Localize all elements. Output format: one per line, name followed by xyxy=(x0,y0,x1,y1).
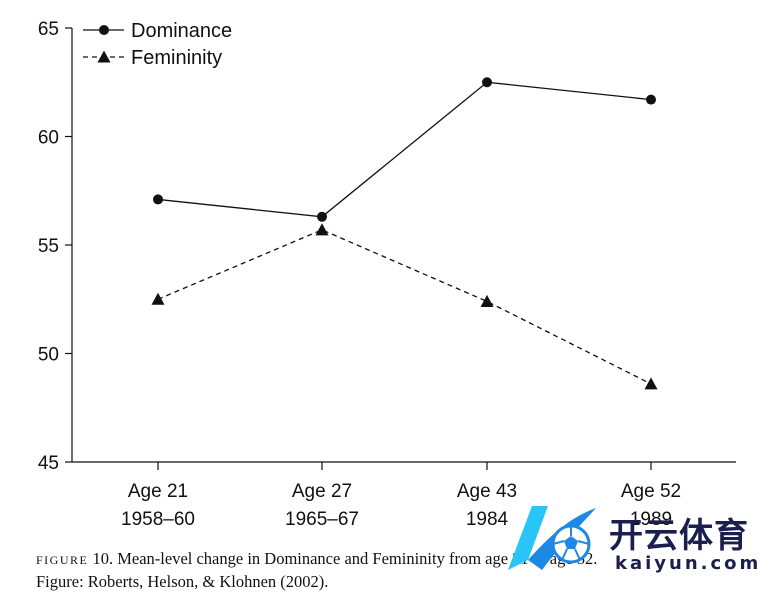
watermark-k-ball-icon xyxy=(508,506,596,570)
dominance-point xyxy=(317,211,327,222)
figure-caption: figure 10. Mean-level change in Dominanc… xyxy=(36,547,736,593)
y-tick-label: 45 xyxy=(38,453,59,474)
y-tick-label: 65 xyxy=(38,19,59,40)
y-tick-label: 60 xyxy=(38,128,59,149)
x-tick-sublabel: 1984 xyxy=(466,509,509,530)
x-tick-label: Age 52 xyxy=(621,481,681,502)
dominance-point xyxy=(153,194,163,205)
legend-femininity-label: Femininity xyxy=(131,47,222,69)
legend-dominance-label: Dominance xyxy=(131,20,232,42)
x-tick-label: Age 21 xyxy=(128,481,188,502)
femininity-line xyxy=(157,229,652,385)
chart-axes: 45 50 55 60 65 Age 21 1958–60 Age 27 1965–67 Age … xyxy=(38,19,736,530)
x-tick-label: Age 27 xyxy=(292,481,352,502)
y-tick-label: 55 xyxy=(38,236,59,257)
line-chart: 45 50 55 60 65 Age 21 1958–60 Age 27 1965–67 Age … xyxy=(38,19,736,530)
femininity-point xyxy=(151,292,165,305)
dominance-line xyxy=(157,81,652,218)
caption-text: Mean-level change in Dominance and Femin… xyxy=(117,549,598,568)
y-tick-label: 50 xyxy=(38,345,59,366)
femininity-point xyxy=(315,223,329,236)
watermark-logo: 开云体育 kaiyun.com xyxy=(498,498,770,578)
watermark-brand-en: kaiyun.com xyxy=(615,553,762,574)
caption-source: Figure: Roberts, Helson, & Klohnen (2002… xyxy=(36,572,329,591)
x-tick-sublabel: 1965–67 xyxy=(285,509,359,530)
legend-femininity-marker xyxy=(97,50,111,63)
femininity-series xyxy=(151,223,658,390)
dominance-point xyxy=(482,77,492,88)
chart-series xyxy=(151,77,658,390)
caption-figure-word: figure xyxy=(36,549,89,568)
chart-legend: Dominance Femininity xyxy=(83,20,232,69)
dominance-series xyxy=(153,77,656,222)
caption-line-1: figure 10. Mean-level change in Dominanc… xyxy=(36,547,736,570)
x-tick-sublabel: 1958–60 xyxy=(121,509,195,530)
caption-figure-number: 10. xyxy=(92,549,114,568)
legend-dominance-marker xyxy=(99,25,109,35)
femininity-point xyxy=(644,377,658,390)
dominance-point xyxy=(646,94,656,105)
x-tick-sublabel: 1989 xyxy=(630,509,672,530)
x-tick-label: Age 43 xyxy=(457,481,517,502)
watermark-brand-cn: 开云体育 xyxy=(609,516,749,556)
femininity-point xyxy=(480,294,494,307)
